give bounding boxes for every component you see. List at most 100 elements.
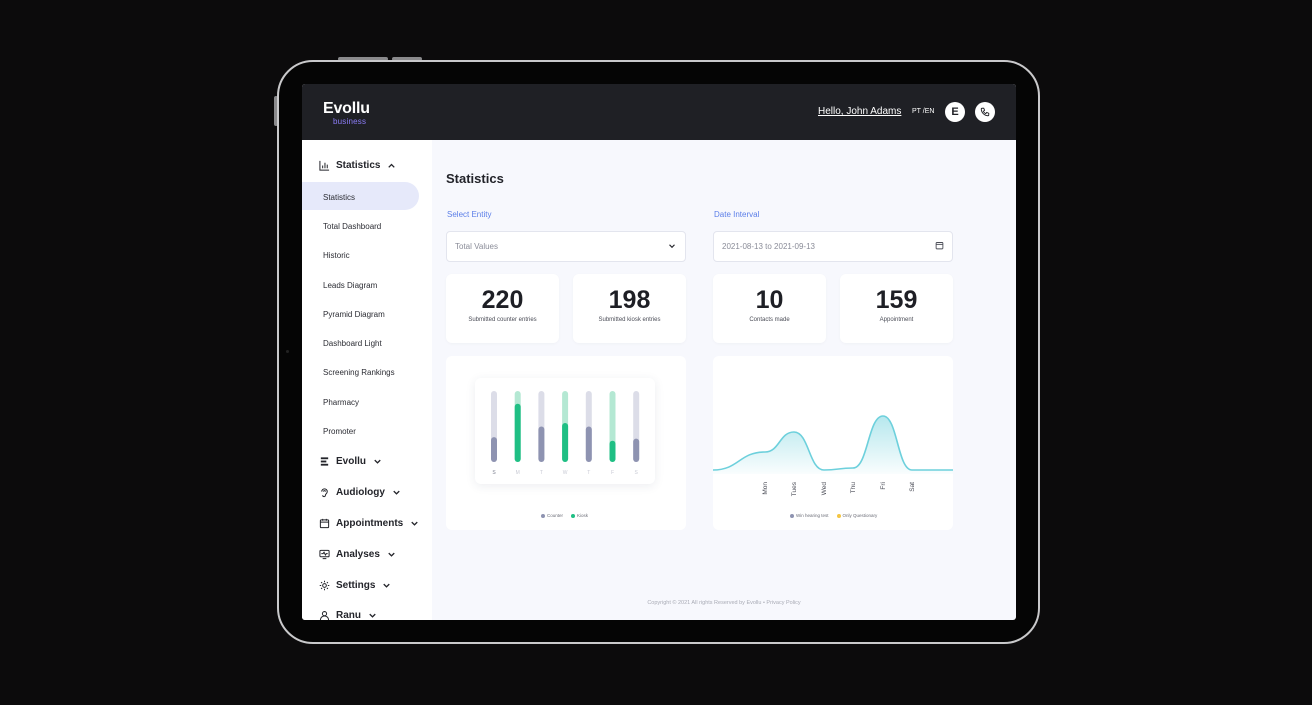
sidebar-group-label: Ranu <box>336 610 361 620</box>
sidebar-item-dashboard-light[interactable]: Dashboard Light <box>323 339 382 348</box>
sidebar-item-total-dashboard[interactable]: Total Dashboard <box>323 222 382 231</box>
bar-chart-icon <box>319 160 330 171</box>
kpi-label: Contacts made <box>749 317 790 323</box>
chevron-down-icon <box>388 552 395 557</box>
brand-logo[interactable]: Evollu <box>323 100 370 117</box>
sidebar-group-label: Analyses <box>336 549 380 560</box>
tablet-button-side <box>274 96 278 126</box>
app-screen: Evollu business Hello, John Adams PT /EN… <box>302 84 1016 620</box>
x-tick-label: Mon <box>762 482 769 495</box>
bar <box>609 440 616 462</box>
legend-label: Kiosk <box>577 513 589 518</box>
entity-select-value: Total Values <box>455 242 498 251</box>
chevron-down-icon <box>411 521 418 526</box>
sidebar-item-statistics[interactable]: Statistics <box>323 193 356 202</box>
sidebar-group-settings[interactable]: Settings <box>319 580 392 591</box>
phone-icon <box>980 107 990 117</box>
sidebar-item-pyramid-diagram[interactable]: Pyramid Diagram <box>323 310 385 319</box>
sidebar-item-screening-rankings[interactable]: Screening Rankings <box>323 368 395 377</box>
x-tick-label: Wed <box>821 482 828 496</box>
sidebar-group-evollu[interactable]: Evollu <box>319 456 383 467</box>
bar-chart-card: S M T W T F S Counter Kiosk <box>446 356 686 530</box>
bar <box>633 438 640 462</box>
language-switch[interactable]: PT /EN <box>912 108 935 115</box>
date-interval-input[interactable]: 2021-08-13 to 2021-09-13 <box>713 231 953 262</box>
sidebar-group-analyses[interactable]: Analyses <box>319 549 397 560</box>
chevron-down-icon <box>374 459 381 464</box>
kpi-card-kiosk: 198 Submitted kiosk entries <box>573 274 686 343</box>
kpi-value: 220 <box>481 286 524 314</box>
tablet-button-top <box>338 57 388 61</box>
sidebar-item-leads-diagram[interactable]: Leads Diagram <box>323 281 378 290</box>
top-header: Evollu business Hello, John Adams PT /EN… <box>302 84 1016 140</box>
kpi-value: 159 <box>875 286 918 314</box>
x-tick-label: S <box>635 470 639 476</box>
main-content: Statistics Select Entity Total Values Da… <box>432 140 1016 620</box>
bar <box>538 426 545 462</box>
sidebar: Statistics Statistics Total Dashboard Hi… <box>302 140 432 620</box>
kpi-card-appointment: 159 Appointment <box>840 274 953 343</box>
chevron-up-icon <box>388 163 396 168</box>
x-tick-label: F <box>611 470 614 476</box>
x-tick-label: W <box>563 470 568 476</box>
bar-chart-legend: Counter Kiosk <box>541 513 588 518</box>
date-interval-value: 2021-08-13 to 2021-09-13 <box>722 242 815 251</box>
kpi-card-contacts: 10 Contacts made <box>713 274 826 343</box>
kpi-value: 10 <box>755 286 784 314</box>
legend-item-counter: Counter <box>541 513 563 518</box>
kpi-label: Appointment <box>879 317 914 323</box>
sidebar-group-label: Settings <box>336 580 376 591</box>
bar <box>514 403 521 462</box>
monitor-pulse-icon <box>319 549 330 560</box>
tablet-button-top-2 <box>392 57 422 61</box>
x-tick-label: Tues <box>791 481 798 496</box>
sidebar-active-highlight <box>302 182 419 210</box>
bar <box>491 437 497 462</box>
user-avatar[interactable]: E <box>945 102 965 122</box>
x-tick-label: Sat <box>909 482 916 492</box>
area-fill <box>713 416 953 474</box>
sidebar-group-label: Appointments <box>336 518 404 529</box>
gear-icon <box>319 580 330 591</box>
phone-button[interactable] <box>975 102 995 122</box>
sidebar-item-historic[interactable]: Historic <box>323 251 350 260</box>
sidebar-item-pharmacy[interactable]: Pharmacy <box>323 398 360 407</box>
sidebar-group-ranu[interactable]: Ranu <box>319 610 378 620</box>
date-label: Date Interval <box>714 210 760 219</box>
bar <box>585 426 592 462</box>
tablet-camera <box>286 350 289 353</box>
x-tick-label: S <box>492 470 496 476</box>
area-chart-card: Mon Tues Wed Thu Fri Sat Win hearing test Onl… <box>712 356 953 530</box>
entity-label: Select Entity <box>447 210 492 219</box>
legend-label: Only Questionary <box>842 513 878 518</box>
sidebar-group-label: Audiology <box>336 487 385 498</box>
page-title: Statistics <box>446 171 504 186</box>
calendar-icon <box>319 518 330 529</box>
x-tick-label: Fri <box>880 482 887 490</box>
avatar-letter: E <box>951 106 959 118</box>
sidebar-group-appointments[interactable]: Appointments <box>319 518 420 529</box>
sidebar-group-label: Statistics <box>336 160 381 171</box>
user-greeting-link[interactable]: Hello, John Adams <box>818 106 902 117</box>
bar <box>562 422 569 462</box>
x-tick-label: T <box>540 470 543 476</box>
chevron-down-icon <box>669 244 675 249</box>
x-tick-label: T <box>587 470 590 476</box>
calendar-icon <box>935 242 944 250</box>
chevron-down-icon <box>369 613 376 618</box>
chevron-down-icon <box>393 490 400 495</box>
sidebar-group-statistics[interactable]: Statistics <box>319 160 397 171</box>
kpi-value: 198 <box>608 286 651 314</box>
sidebar-item-promoter[interactable]: Promoter <box>323 427 356 436</box>
chevron-down-icon <box>383 583 391 588</box>
footer-copyright: Copyright © 2021 All rights Reserved by … <box>647 600 801 606</box>
entity-select[interactable]: Total Values <box>446 231 686 262</box>
legend-item-hearing-test: Win hearing test <box>790 513 829 518</box>
kpi-label: Submitted counter entries <box>468 317 537 323</box>
x-tick-label: M <box>516 470 520 476</box>
legend-item-kiosk: Kiosk <box>571 513 588 518</box>
kpi-card-counter: 220 Submitted counter entries <box>446 274 559 343</box>
sidebar-group-audiology[interactable]: Audiology <box>319 487 402 498</box>
